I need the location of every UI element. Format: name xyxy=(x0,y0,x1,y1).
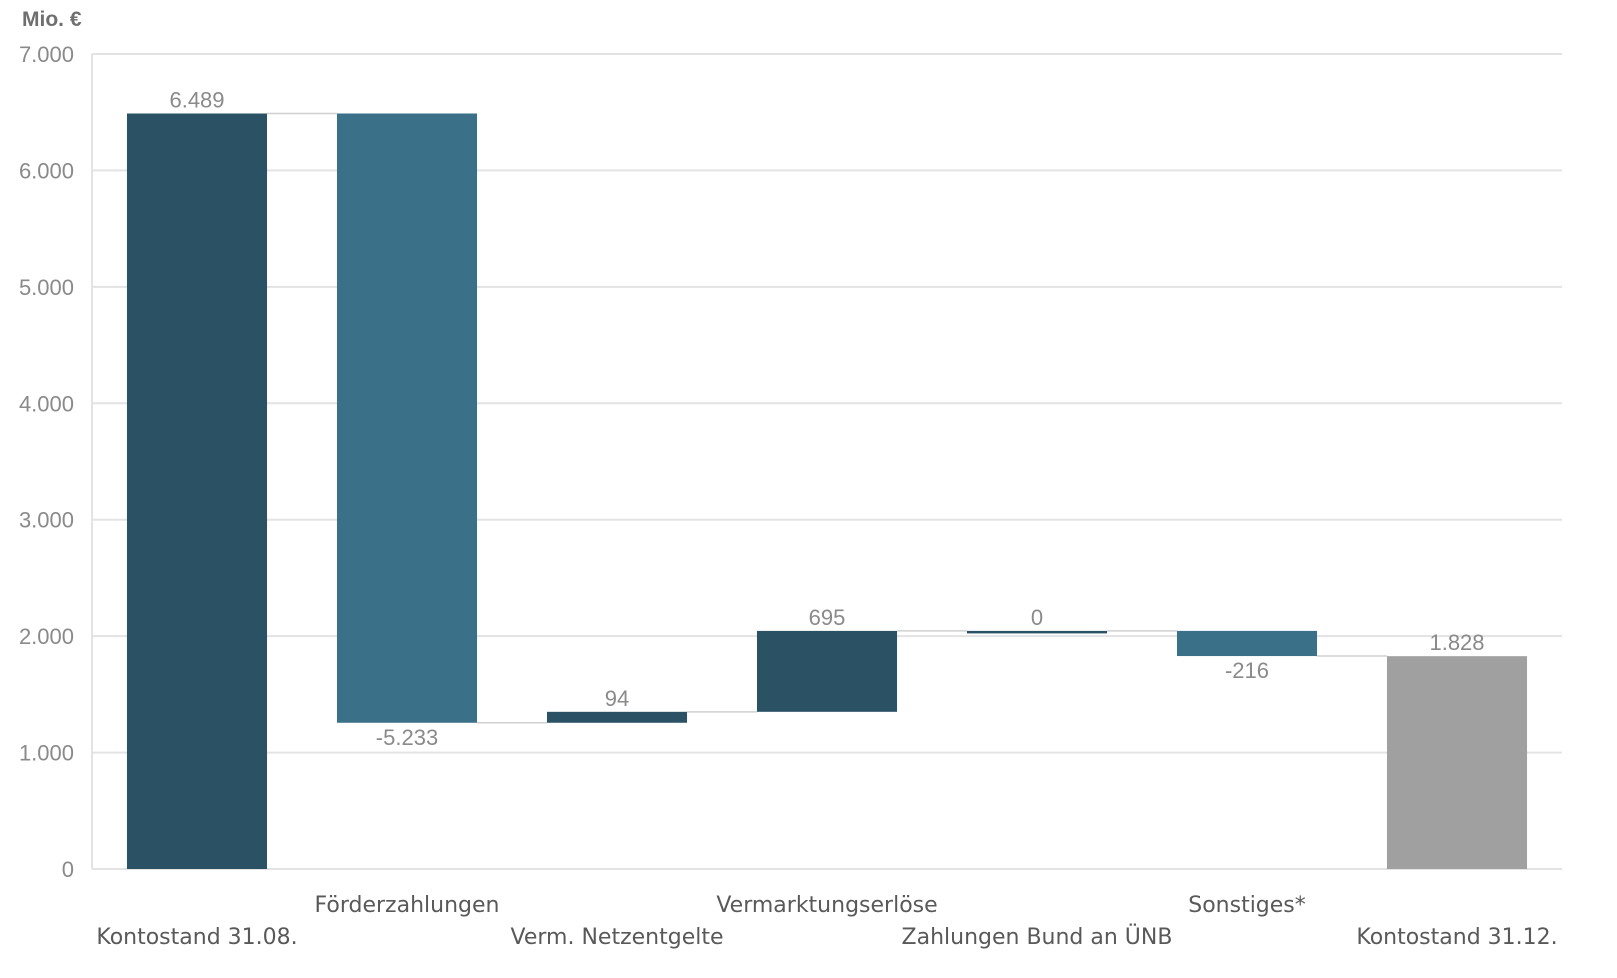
bar-kontostand-31-12 xyxy=(1386,656,1528,869)
y-tick-label: 6.000 xyxy=(19,158,74,183)
bar-sonstiges xyxy=(1176,630,1318,657)
y-tick-label: 4.000 xyxy=(19,391,74,416)
y-unit-label: Mio. € xyxy=(22,8,82,31)
y-tick-label: 1.000 xyxy=(19,741,74,766)
bar-zahlungen-bund-an-uenb xyxy=(966,630,1108,634)
category-label-kontostand-31-12: Kontostand 31.12. xyxy=(1356,925,1557,950)
y-tick-label: 0 xyxy=(62,857,74,882)
bars xyxy=(126,113,1528,870)
bar-kontostand-31-08 xyxy=(126,113,268,870)
category-label-verm-netzentgelte: Verm. Netzentgelte xyxy=(511,925,724,950)
bar-vermarktungserloese xyxy=(756,630,898,712)
data-label-kontostand-31-12: 1.828 xyxy=(1429,630,1484,655)
grid xyxy=(91,53,1562,870)
data-label-sonstiges: -216 xyxy=(1225,658,1269,683)
data-labels: 6.489 -5.233 94 695 0 -216 1.828 xyxy=(169,87,1484,749)
bar-verm-netzentgelte xyxy=(546,711,688,723)
data-label-vermarktungserloese: 695 xyxy=(809,605,846,630)
y-tick-label: 2.000 xyxy=(19,624,74,649)
data-label-zahlungen-bund-an-uenb: 0 xyxy=(1031,605,1043,630)
y-tick-label: 7.000 xyxy=(19,42,74,67)
category-label-zahlungen-bund-an-uenb: Zahlungen Bund an ÜNB xyxy=(902,924,1173,950)
category-label-kontostand-31-08: Kontostand 31.08. xyxy=(96,925,297,950)
data-label-foerderzahlungen: -5.233 xyxy=(376,725,438,750)
y-tick-label: 5.000 xyxy=(19,275,74,300)
category-label-foerderzahlungen: Förderzahlungen xyxy=(315,893,500,918)
y-axis-ticks: 0 1.000 2.000 3.000 4.000 5.000 6.000 7.000 xyxy=(19,42,74,882)
bar-foerderzahlungen xyxy=(336,113,478,723)
y-tick-label: 3.000 xyxy=(19,508,74,533)
data-label-verm-netzentgelte: 94 xyxy=(605,686,629,711)
category-label-sonstiges: Sonstiges* xyxy=(1188,893,1306,918)
data-label-kontostand-31-08: 6.489 xyxy=(169,87,224,112)
category-label-vermarktungserloese: Vermarktungserlöse xyxy=(716,893,937,918)
category-labels: Kontostand 31.08. Förderzahlungen Verm. Ne… xyxy=(96,893,1557,950)
connectors xyxy=(267,112,1387,724)
